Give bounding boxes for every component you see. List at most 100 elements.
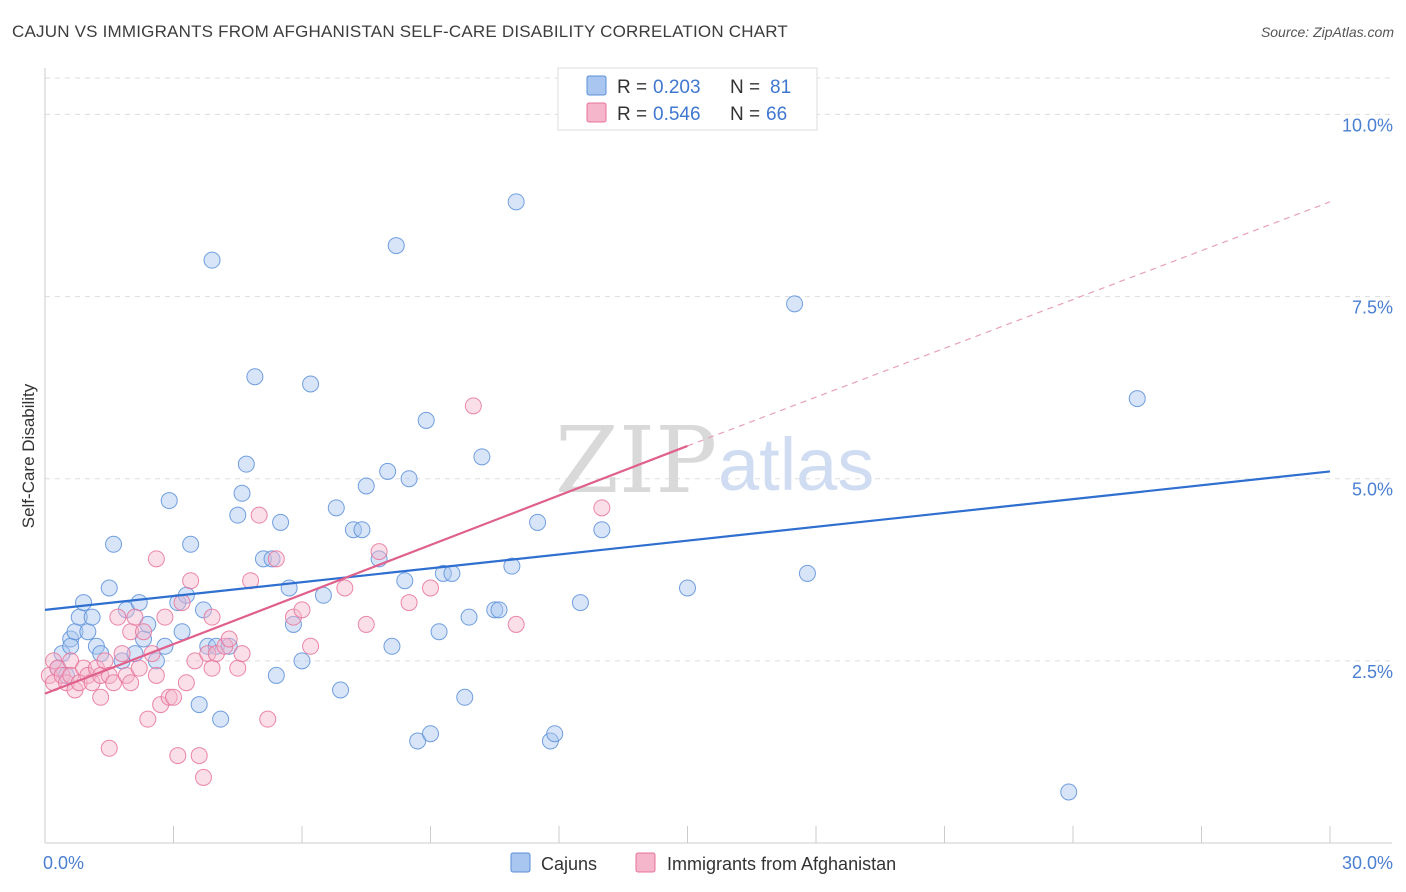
afghan-point-32	[152, 696, 170, 714]
afghan-point-31	[147, 666, 165, 684]
afghan-point-19	[105, 674, 123, 692]
cajun-point-69	[503, 557, 521, 575]
series-cajuns-points	[49, 193, 1146, 801]
cajun-point-78	[798, 564, 816, 582]
cajun-point-37	[246, 368, 264, 386]
cajun-point-67	[486, 601, 504, 619]
afghan-point-30	[147, 550, 165, 568]
cajun-point-63	[443, 564, 461, 582]
afghan-point-54	[267, 550, 285, 568]
trend-lines	[44, 201, 1331, 695]
cajun-point-17	[130, 594, 148, 612]
cajun-point-64	[456, 688, 474, 706]
cajun-point-22	[160, 492, 178, 510]
cajun-point-35	[233, 484, 251, 502]
cajun-point-36	[237, 455, 255, 473]
afghan-point-38	[177, 674, 195, 692]
afghan-point-36	[169, 747, 187, 765]
cajun-point-61	[430, 623, 448, 641]
y-tick-labels: 2.5% 5.0% 7.5% 10.0%	[1342, 115, 1393, 681]
afghan-point-49	[229, 659, 247, 677]
cajun-point-49	[344, 521, 362, 539]
cajun-point-27	[190, 696, 208, 714]
x-tick-label-0: 0.0%	[43, 853, 84, 873]
cajun-point-13	[105, 535, 123, 553]
bottom-legend-label-cajuns: Cajuns	[541, 854, 597, 874]
cajun-point-77	[786, 295, 804, 313]
afghan-point-18	[100, 739, 118, 757]
y-tick-label-2: 7.5%	[1352, 298, 1393, 318]
legend-r-value-0: 0.203	[653, 77, 701, 98]
y-tick-label-3: 10.0%	[1342, 115, 1393, 135]
y-axis-label: Self-Care Disability	[19, 383, 38, 528]
trend-extension-afghanistan	[687, 201, 1331, 447]
legend-n-value-1: 66	[766, 104, 787, 125]
afghan-point-6	[62, 652, 80, 670]
afghan-point-27	[135, 623, 153, 641]
afghan-point-39	[182, 572, 200, 590]
afghan-point-37	[173, 594, 191, 612]
cajun-point-32	[212, 710, 230, 728]
afghan-point-52	[250, 506, 268, 524]
afghan-point-65	[593, 499, 611, 517]
cajun-point-80	[1128, 390, 1146, 408]
afghan-point-44	[203, 608, 221, 626]
cajun-point-24	[173, 623, 191, 641]
cajun-point-4	[62, 637, 80, 655]
cajun-point-51	[357, 477, 375, 495]
afghan-point-58	[336, 579, 354, 597]
cajun-point-65	[460, 608, 478, 626]
legend: R = 0.203 N = 81 R = 0.546 N = 66	[557, 67, 818, 131]
afghan-point-34	[160, 688, 178, 706]
cajun-point-54	[383, 637, 401, 655]
cajun-point-68	[490, 601, 508, 619]
afghan-point-26	[130, 659, 148, 677]
cajun-point-34	[229, 506, 247, 524]
cajun-point-7	[75, 594, 93, 612]
source-label: Source: ZipAtlas.com	[1260, 24, 1394, 40]
x-tick-label-1: 30.0%	[1342, 853, 1393, 873]
legend-n-label-0: N =	[730, 77, 760, 98]
trend-line-afghanistan	[44, 444, 688, 695]
cajun-point-71	[529, 513, 547, 531]
afghan-point-24	[122, 674, 140, 692]
cajun-point-60	[422, 725, 439, 743]
afghan-point-25	[126, 608, 144, 626]
legend-n-label-1: N =	[730, 104, 760, 125]
watermark-atlas: atlas	[718, 423, 874, 506]
cajun-point-8	[79, 623, 97, 641]
cajun-point-12	[100, 579, 118, 597]
y-tick-label-0: 2.5%	[1352, 662, 1393, 682]
afghan-point-41	[190, 747, 208, 765]
afghan-point-28	[139, 710, 157, 728]
afghan-point-48	[220, 630, 238, 648]
cajun-point-43	[284, 615, 302, 633]
cajun-point-62	[434, 564, 452, 582]
cajun-point-41	[272, 513, 290, 531]
bottom-legend-swatch-cajuns	[510, 852, 531, 873]
cajun-point-9	[83, 608, 101, 626]
cajun-point-47	[327, 499, 345, 517]
afghan-point-42	[194, 768, 212, 786]
cajun-point-44	[293, 652, 311, 670]
cajun-point-79	[1060, 783, 1078, 801]
bottom-legend-swatch-afghanistan	[635, 852, 656, 873]
cajun-point-50	[353, 521, 371, 539]
afghan-point-64	[507, 615, 525, 633]
cajun-point-57	[400, 470, 418, 488]
afghan-point-61	[400, 594, 418, 612]
cajun-point-56	[396, 572, 414, 590]
cajun-point-46	[314, 586, 332, 604]
afghan-point-53	[259, 710, 277, 728]
afghan-point-55	[284, 608, 302, 626]
afghan-point-62	[422, 579, 439, 597]
cajun-point-39	[263, 550, 281, 568]
afghan-point-46	[207, 645, 225, 663]
cajun-point-33	[220, 637, 238, 655]
afghan-point-50	[233, 645, 251, 663]
cajun-point-73	[546, 725, 564, 743]
bottom-legend-label-afghanistan: Immigrants from Afghanistan	[667, 854, 896, 874]
y-tick-label-1: 5.0%	[1352, 480, 1393, 500]
afghan-point-59	[357, 615, 375, 633]
